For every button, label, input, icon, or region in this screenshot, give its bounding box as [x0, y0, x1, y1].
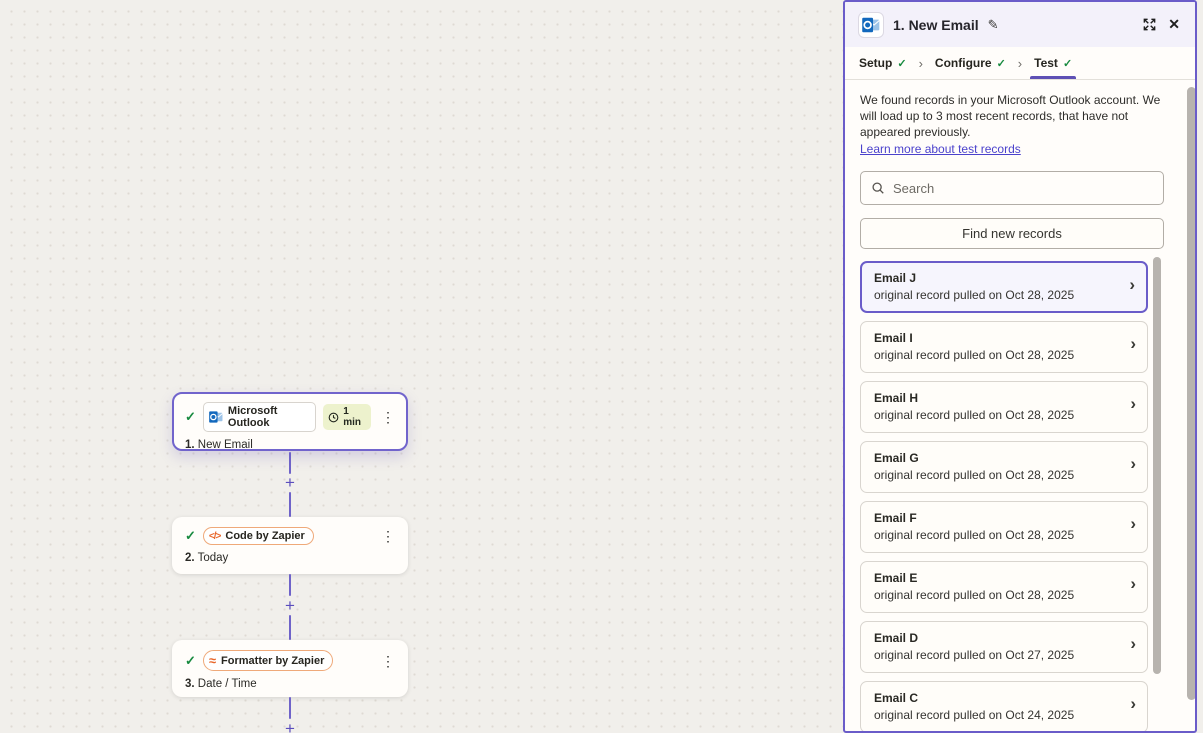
rename-step-pencil-icon[interactable]: ✎: [987, 16, 999, 32]
tab-configure[interactable]: Configure ✓: [931, 47, 1010, 79]
microsoft-outlook-icon: [858, 11, 884, 38]
node-menu-kebab-icon[interactable]: ⋮: [381, 528, 395, 544]
record-subtitle: original record pulled on Oct 28, 2025: [874, 288, 1075, 303]
microsoft-outlook-icon: [209, 410, 223, 424]
add-step-button[interactable]: +: [285, 473, 295, 492]
panel-tabs: Setup ✓ › Configure ✓ › Test ✓: [845, 47, 1195, 80]
step-number: 1.: [185, 439, 195, 451]
record-item-email-f[interactable]: Email F original record pulled on Oct 28…: [860, 501, 1148, 554]
check-icon: ✓: [897, 57, 907, 70]
node-menu-kebab-icon[interactable]: ⋮: [381, 652, 395, 669]
panel-body: We found records in your Microsoft Outlo…: [845, 80, 1195, 731]
app-pill-label: Formatter by Zapier: [221, 654, 325, 667]
add-step-button[interactable]: +: [285, 719, 295, 733]
app-pill-formatter-by-zapier[interactable]: ≈ Formatter by Zapier: [202, 650, 334, 671]
tab-separator-chevron-icon: ›: [1017, 55, 1023, 71]
chevron-right-icon: ›: [1129, 275, 1135, 295]
add-step-button[interactable]: +: [285, 596, 295, 615]
chevron-right-icon: ›: [1130, 514, 1136, 534]
expand-panel-icon[interactable]: [1142, 17, 1157, 32]
records-description: We found records in your Microsoft Outlo…: [860, 93, 1161, 139]
record-item-email-i[interactable]: Email I original record pulled on Oct 28…: [860, 321, 1148, 374]
step-number: 3.: [185, 678, 195, 690]
connector-line: [289, 492, 291, 517]
panel-scrollbar[interactable]: [1187, 87, 1195, 700]
find-new-records-button[interactable]: Find new records: [860, 218, 1164, 250]
step-name: Today: [197, 552, 229, 564]
chevron-right-icon: ›: [1130, 574, 1136, 594]
records-list: Email J original record pulled on Oct 28…: [860, 261, 1148, 731]
step-title: 1. New Email: [185, 439, 398, 451]
step-name: New Email: [197, 439, 253, 451]
search-box[interactable]: [860, 171, 1164, 206]
chevron-right-icon: ›: [1130, 694, 1136, 714]
record-item-email-e[interactable]: Email E original record pulled on Oct 28…: [860, 561, 1148, 614]
record-title: Email E: [874, 571, 918, 586]
records-list-scrollbar[interactable]: [1153, 257, 1161, 674]
record-subtitle: original record pulled on Oct 28, 2025: [874, 528, 1075, 543]
tab-label: Test: [1034, 56, 1058, 70]
tab-label: Setup: [859, 56, 893, 70]
record-subtitle: original record pulled on Oct 24, 2025: [874, 708, 1075, 723]
record-subtitle: original record pulled on Oct 27, 2025: [874, 648, 1075, 663]
record-item-email-d[interactable]: Email D original record pulled on Oct 27…: [860, 621, 1148, 674]
record-title: Email I: [874, 331, 913, 346]
chevron-right-icon: ›: [1130, 394, 1136, 414]
workflow-node-new-email[interactable]: ✓ Microsoft Outlook: [172, 392, 408, 451]
record-title: Email F: [874, 511, 917, 526]
step-number: 2.: [185, 552, 195, 564]
record-title: Email H: [874, 391, 919, 406]
connector-line: [289, 574, 291, 596]
chevron-right-icon: ›: [1130, 634, 1136, 654]
record-title: Email G: [874, 451, 919, 466]
search-icon: [871, 181, 885, 195]
app-pill-microsoft-outlook[interactable]: Microsoft Outlook: [202, 402, 317, 432]
tab-setup[interactable]: Setup ✓: [855, 47, 911, 79]
connector-line: [289, 615, 291, 640]
tab-test[interactable]: Test ✓: [1030, 47, 1077, 79]
learn-more-link[interactable]: Learn more about test records: [860, 142, 1021, 157]
record-item-email-h[interactable]: Email H original record pulled on Oct 28…: [860, 381, 1148, 434]
node-menu-kebab-icon[interactable]: ⋮: [381, 409, 395, 425]
tab-separator-chevron-icon: ›: [918, 55, 923, 71]
formatter-icon: ≈: [208, 653, 217, 668]
polling-interval-badge: 1 min: [323, 404, 371, 430]
record-subtitle: original record pulled on Oct 28, 2025: [874, 468, 1075, 483]
record-item-email-c[interactable]: Email C original record pulled on Oct 24…: [860, 681, 1148, 731]
polling-interval-label: 1 min: [343, 406, 362, 428]
connector-line: [289, 697, 291, 719]
step-success-check-icon: ✓: [185, 652, 196, 668]
app-pill-label: Microsoft Outlook: [227, 405, 278, 429]
record-title: Email J: [874, 271, 917, 286]
panel-header: 1. New Email ✎ ✕: [845, 2, 1195, 47]
step-name: Date / Time: [197, 678, 257, 690]
step-test-panel: 1. New Email ✎ ✕ Setup ✓ › Configure ✓ ›…: [843, 0, 1197, 733]
code-icon: </>: [208, 530, 222, 542]
chevron-right-icon: ›: [1130, 334, 1136, 354]
record-subtitle: original record pulled on Oct 28, 2025: [874, 588, 1075, 603]
close-panel-icon[interactable]: ✕: [1168, 16, 1180, 32]
clock-icon: [328, 412, 339, 423]
panel-title: 1. New Email: [893, 16, 979, 33]
workflow-node-date-time[interactable]: ✓ ≈ Formatter by Zapier ⋮ 3. Date / Time: [172, 640, 408, 697]
record-title: Email C: [874, 691, 919, 706]
tab-label: Configure: [934, 56, 992, 70]
record-subtitle: original record pulled on Oct 28, 2025: [874, 348, 1075, 363]
check-icon: ✓: [996, 57, 1006, 70]
search-input[interactable]: [893, 180, 1153, 196]
workflow-node-today[interactable]: ✓ </> Code by Zapier ⋮ 2. Today: [172, 517, 408, 574]
connector-line: [289, 452, 291, 474]
record-item-email-g[interactable]: Email G original record pulled on Oct 28…: [860, 441, 1148, 494]
chevron-right-icon: ›: [1130, 454, 1136, 474]
step-success-check-icon: ✓: [185, 409, 196, 424]
record-subtitle: original record pulled on Oct 28, 2025: [874, 408, 1075, 423]
check-icon: ✓: [1062, 57, 1073, 70]
record-title: Email D: [874, 631, 919, 646]
app-pill-label: Code by Zapier: [225, 530, 305, 542]
step-title: 2. Today: [185, 552, 398, 564]
app-pill-code-by-zapier[interactable]: </> Code by Zapier: [202, 527, 314, 545]
record-item-email-j[interactable]: Email J original record pulled on Oct 28…: [860, 261, 1148, 314]
step-success-check-icon: ✓: [185, 528, 196, 543]
step-title: 3. Date / Time: [185, 678, 398, 690]
